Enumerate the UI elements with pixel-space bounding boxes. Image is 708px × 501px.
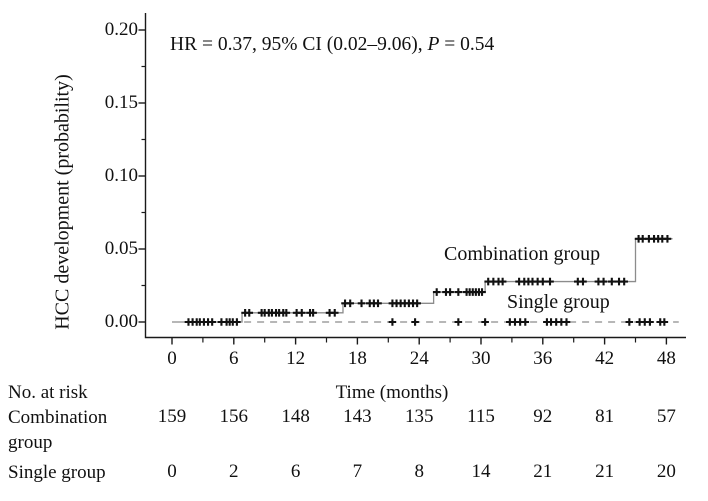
risk-value: 135 [404, 406, 434, 427]
combination-censor-mark [498, 277, 507, 286]
combination-censor-mark [539, 277, 547, 286]
y-tick-label: 0.05 [104, 238, 138, 259]
combination-censor-mark [374, 299, 382, 308]
x-tick-label: 48 [656, 348, 676, 369]
risk-value: 8 [414, 461, 424, 482]
x-axis-title: Time (months) [335, 382, 449, 403]
combination-censor-mark [608, 277, 616, 286]
x-tick-label: 12 [286, 348, 306, 369]
combination-censor-mark [282, 309, 291, 317]
combination-censor-mark [233, 318, 241, 326]
y-tick-label: 0.00 [104, 311, 138, 332]
combination-censor-mark [599, 277, 608, 286]
risk-value: 143 [343, 406, 372, 427]
single-censor-mark [660, 318, 669, 326]
risk-value: 21 [533, 461, 553, 482]
x-tick-label: 0 [167, 348, 177, 369]
y-tick-label: 0.15 [104, 92, 138, 113]
combination-censor-mark [297, 309, 306, 317]
risk-row-label-single: Single group [8, 462, 106, 483]
y-axis-label: HCC development (probability) [51, 74, 74, 330]
x-tick-label: 36 [533, 348, 553, 369]
risk-value: 14 [471, 461, 491, 482]
risk-value: 115 [467, 406, 495, 427]
y-tick-label: 0.20 [104, 19, 138, 40]
risk-value: 7 [352, 461, 363, 482]
combination-censor-mark [454, 288, 463, 296]
combination-censor-mark [478, 288, 486, 296]
combination-censor-mark [663, 234, 672, 243]
hr-annotation-prefix: HR = 0.37, 95% CI (0.02–9.06), [170, 34, 428, 55]
axis-lines [144, 13, 686, 339]
single-censor-mark [646, 318, 654, 326]
y-tick-label: 0.10 [104, 165, 138, 186]
risk-value: 159 [157, 406, 187, 427]
combination-censor-mark [330, 309, 339, 317]
combination-censor-mark [432, 288, 441, 296]
risk-value: 57 [656, 406, 676, 427]
risk-table-header: No. at risk [8, 382, 88, 403]
risk-value: 20 [656, 461, 676, 482]
single-censor-mark [481, 318, 489, 326]
x-tick-label: 42 [595, 348, 615, 369]
risk-value: 2 [229, 461, 239, 482]
risk-value: 92 [533, 406, 553, 427]
combination-censor-mark [346, 299, 354, 308]
x-tick-label: 24 [409, 348, 429, 369]
hr-annotation: HR = 0.37, 95% CI (0.02–9.06), P = 0.54 [170, 34, 494, 56]
combination-censor-mark [357, 299, 366, 308]
risk-value: 0 [167, 461, 177, 482]
single-censor-mark [454, 318, 463, 326]
single-censor-mark [562, 318, 571, 326]
x-tick-label: 18 [347, 348, 367, 369]
combination-censor-mark [309, 309, 317, 317]
combination-censor-mark [413, 299, 421, 308]
combination-censor-mark [546, 277, 554, 286]
x-tick-label: 30 [471, 348, 491, 369]
x-tick-label: 6 [229, 348, 239, 369]
combination-group-curve [172, 238, 673, 323]
single-censor-mark [388, 318, 397, 326]
single-censor-mark [411, 318, 419, 326]
combination-censor-mark [245, 309, 254, 317]
p-symbol: P [427, 34, 440, 55]
combination-censor-mark [208, 318, 216, 326]
risk-value: 6 [290, 461, 301, 482]
risk-value: 148 [281, 406, 310, 427]
combination-censor-mark [620, 277, 628, 286]
combination-group-curve-label: Combination group [444, 243, 601, 265]
risk-value: 156 [219, 406, 249, 427]
single-censor-mark [521, 318, 530, 326]
combination-censor-mark [446, 288, 454, 296]
single-censor-mark [625, 318, 634, 326]
hr-annotation-suffix: = 0.54 [439, 34, 495, 55]
risk-value: 81 [595, 406, 615, 427]
single-group-curve-label: Single group [507, 291, 610, 313]
risk-value: 21 [595, 461, 615, 482]
combination-censor-mark [579, 277, 587, 286]
risk-row-label-combination: Combination group [8, 407, 108, 453]
